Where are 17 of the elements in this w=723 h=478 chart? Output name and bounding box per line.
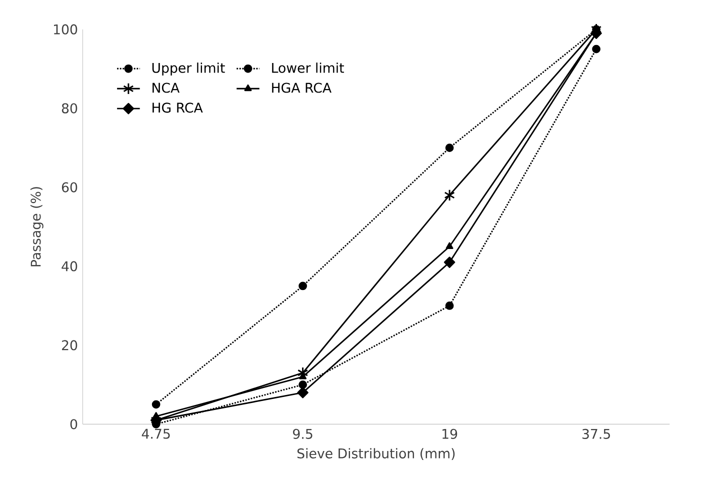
x-tick-label: 37.5 (582, 429, 610, 440)
y-tick-label: 80 (62, 103, 78, 114)
y-tick-label: 100 (54, 24, 78, 35)
y-tick-label: 20 (62, 340, 78, 350)
x-tick-label: 4.75 (142, 429, 170, 440)
legend-label: NCA (152, 82, 180, 94)
legend-label: HG RCA (152, 102, 203, 113)
y-tick-label: 0 (70, 419, 78, 430)
x-tick-label: 9.5 (293, 429, 312, 440)
legend-label: HGA RCA (272, 82, 332, 94)
y-tick-label: 40 (62, 261, 78, 272)
y-tick-label: 60 (62, 182, 78, 193)
x-axis-title: Sieve Distribution (mm) (297, 448, 455, 460)
x-tick-label: 19 (442, 429, 458, 440)
legend-label: Upper limit (152, 62, 225, 76)
legend-label: Lower limit (272, 62, 344, 74)
y-axis-title: Passage (%) (30, 187, 44, 267)
